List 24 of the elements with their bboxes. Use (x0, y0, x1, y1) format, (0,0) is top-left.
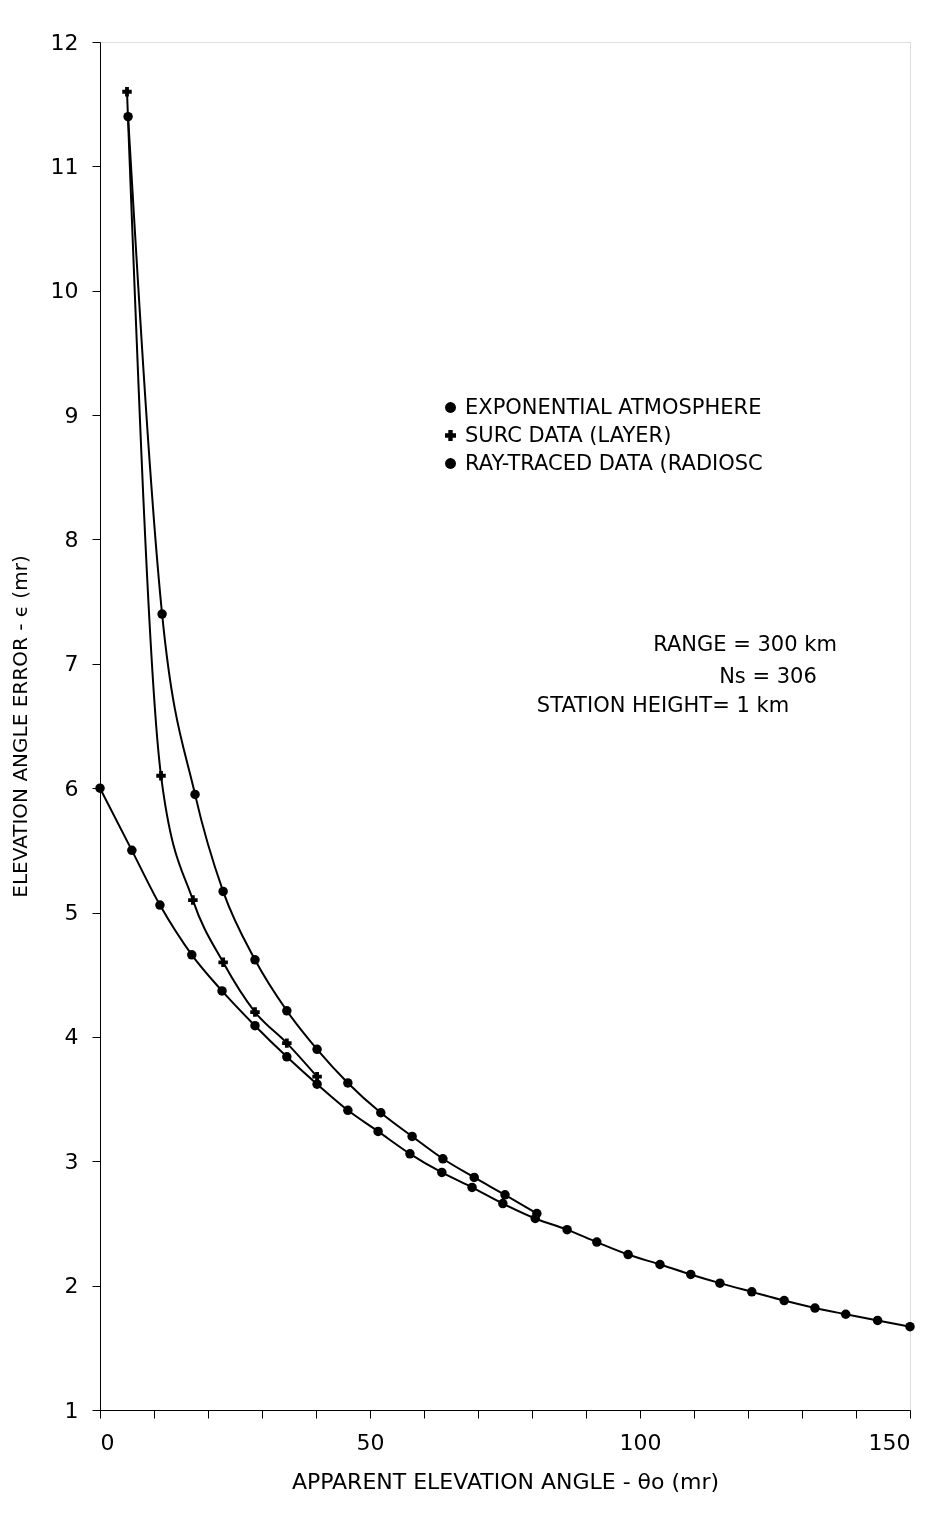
y-axis-title: ELEVATION ANGLE ERROR - ϵ (mr) (7, 555, 32, 898)
annotation: STATION HEIGHT= 1 km (536, 693, 790, 717)
annotation: RANGE = 300 km (653, 632, 837, 656)
legend-label: SURC DATA (LAYER) (465, 422, 672, 447)
x-axis-title: APPARENT ELEVATION ANGLE - θo (mr) (291, 1468, 720, 1494)
y-tick-label: 11 (50, 153, 79, 179)
x-tick-label: 0 (100, 1429, 115, 1455)
y-tick-label: 1 (64, 1397, 79, 1423)
y-tick-label: 9 (64, 402, 79, 428)
x-tick-label: 100 (619, 1429, 662, 1455)
legend-label: RAY-TRACED DATA (RADIOSC (465, 450, 763, 475)
y-tick-label: 2 (64, 1273, 79, 1299)
y-tick-label: 3 (64, 1148, 79, 1174)
x-tick-label: 150 (868, 1429, 911, 1455)
annotation: Ns = 306 (719, 664, 817, 688)
x-tick-label: 50 (356, 1429, 385, 1455)
y-tick-label: 6 (64, 775, 79, 801)
y-tick-label: 12 (50, 29, 79, 55)
legend-label: EXPONENTIAL ATMOSPHERE (465, 394, 762, 419)
y-tick-label: 7 (64, 651, 79, 677)
y-tick-label: 8 (64, 526, 79, 552)
y-tick-label: 5 (64, 900, 79, 926)
y-tick-label: 10 (50, 278, 79, 304)
y-tick-label: 4 (64, 1024, 79, 1050)
